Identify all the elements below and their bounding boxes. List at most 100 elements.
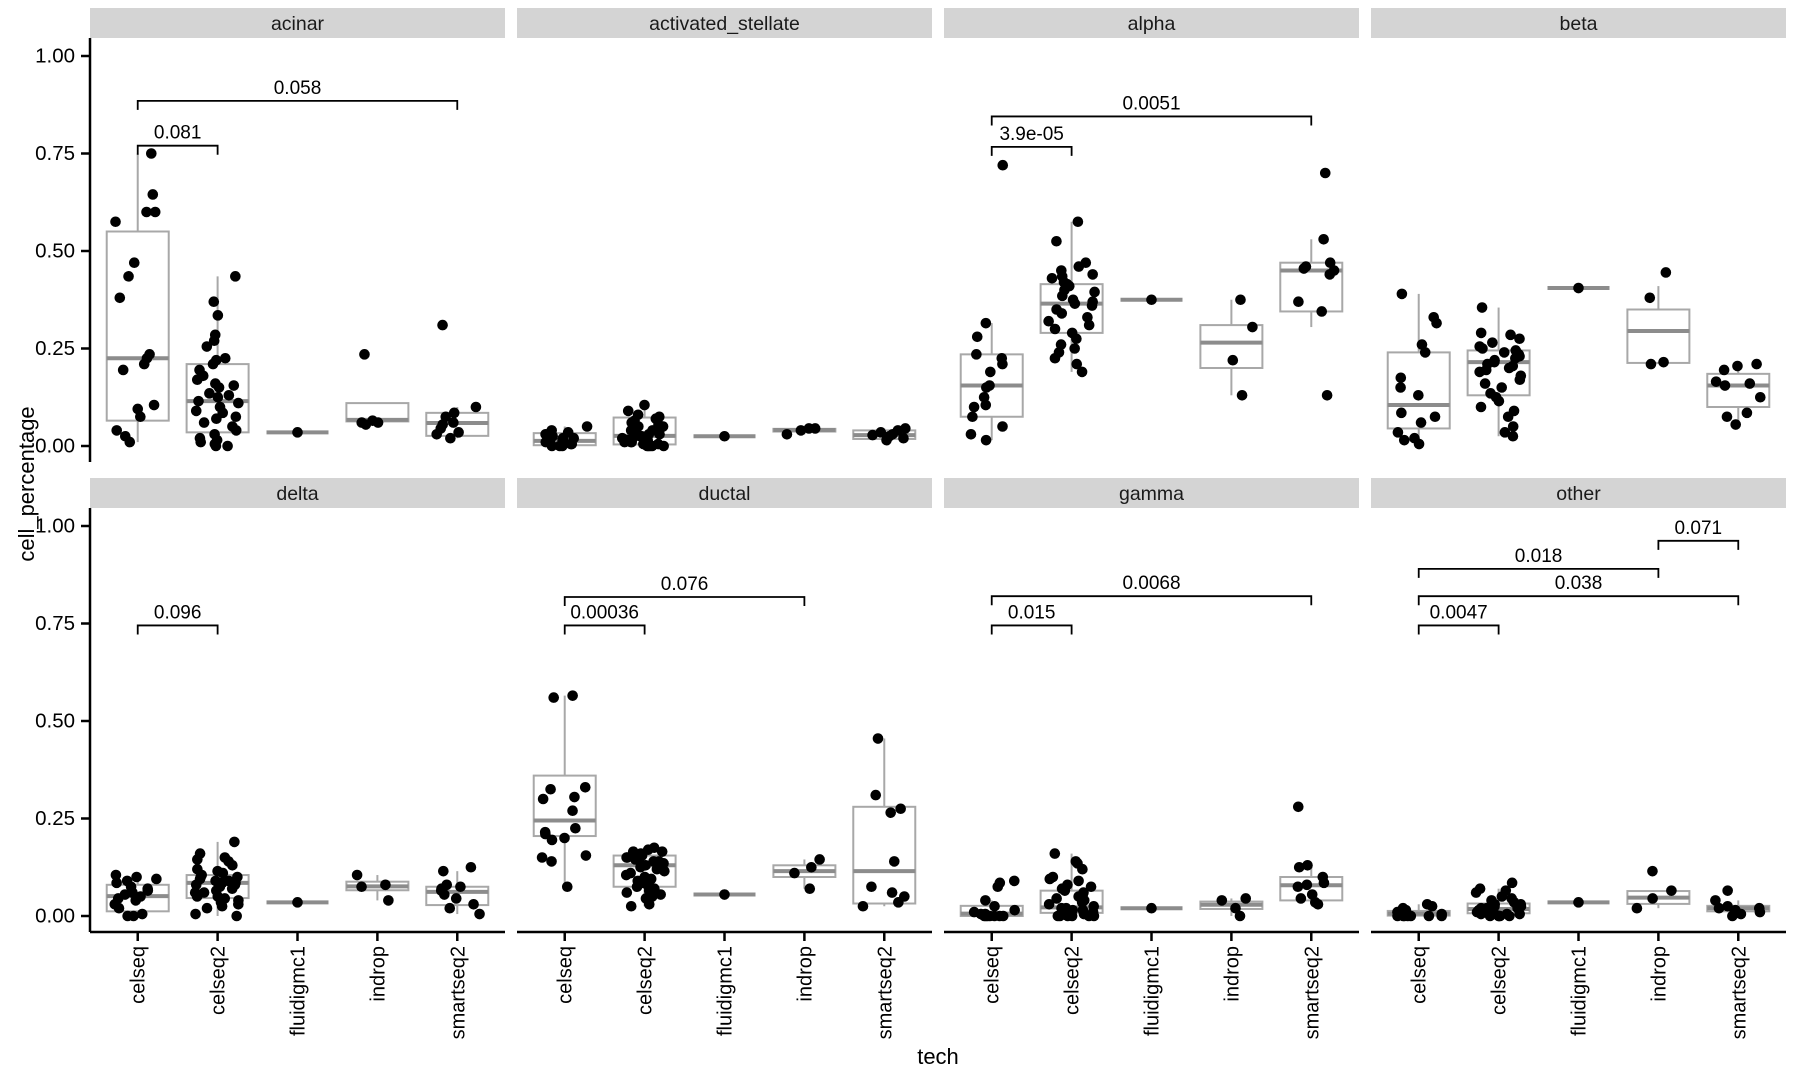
- jitter-point: [1479, 378, 1491, 389]
- jitter-point: [1054, 910, 1066, 922]
- jitter-point: [1732, 360, 1743, 372]
- jitter-point: [1293, 296, 1304, 308]
- pvalue-label: 0.0068: [1122, 573, 1180, 594]
- boxplot-indrop: [345, 869, 410, 906]
- jitter-point: [997, 421, 1008, 432]
- jitter-point: [201, 341, 213, 352]
- jitter-point: [1234, 910, 1246, 922]
- x-tick-label: celseq2: [208, 946, 230, 1015]
- jitter-point: [1087, 269, 1098, 280]
- jitter-point: [1395, 382, 1406, 393]
- jitter-point: [229, 836, 240, 848]
- jitter-point: [1043, 315, 1054, 327]
- boxplot-celseq: [959, 159, 1024, 446]
- pvalue-label: 0.015: [1008, 602, 1056, 623]
- jitter-point: [191, 374, 203, 386]
- pvalue-label: 0.081: [154, 123, 202, 144]
- bracket-line: [990, 595, 1313, 606]
- jitter-point: [141, 206, 152, 218]
- jitter-point: [545, 783, 556, 795]
- jitter-point: [989, 900, 1000, 912]
- jitter-point: [989, 910, 1000, 922]
- boxplot-celseq: [105, 148, 170, 448]
- jitter-point: [1493, 395, 1505, 407]
- jitter-point: [445, 432, 456, 444]
- jitter-point: [1057, 290, 1068, 302]
- x-axis-col4: celseq celseq2 fluidigmc1 indrop smartseq2: [1371, 930, 1786, 1039]
- jitter-point: [1754, 391, 1766, 403]
- jitter-point: [554, 440, 566, 452]
- boxplot-celseq: [1386, 288, 1451, 450]
- jitter-point: [814, 854, 825, 865]
- significance-bracket: 0.015: [990, 602, 1073, 635]
- jitter-point: [1072, 216, 1084, 228]
- boxplot-fluidigmc1: [266, 897, 329, 908]
- jitter-point: [1247, 321, 1258, 333]
- boxplot-celseq2: [185, 271, 250, 452]
- jitter-point: [233, 397, 244, 409]
- pvalue-label: 0.018: [1515, 546, 1563, 567]
- facet-beta: beta: [1371, 8, 1786, 450]
- jitter-point: [448, 407, 460, 419]
- jitter-point: [450, 893, 462, 904]
- boxplot-fluidigmc1: [1120, 902, 1183, 914]
- jitter-point: [806, 861, 817, 873]
- significance-bracket: 0.058: [136, 78, 459, 110]
- jitter-point: [1413, 438, 1425, 450]
- jitter-point: [1722, 885, 1733, 896]
- jitter-point: [886, 887, 898, 898]
- facet-strip-label: ductal: [698, 483, 750, 505]
- jitter-point: [1395, 372, 1407, 384]
- jitter-point: [654, 429, 665, 440]
- jitter-point: [1321, 390, 1333, 401]
- significance-bracket: 0.081: [136, 123, 219, 155]
- x-tick-label: smartseq2: [1728, 946, 1750, 1039]
- x-tick-label: fluidigmc1: [1569, 946, 1591, 1036]
- jitter-point: [213, 382, 225, 393]
- boxplot-fluidigmc1: [1120, 294, 1183, 306]
- jitter-point: [981, 382, 992, 393]
- jitter-point: [1429, 411, 1441, 423]
- jitter-point: [625, 900, 637, 912]
- jitter-point: [1713, 902, 1725, 914]
- jitter-point: [455, 881, 466, 893]
- jitter-point: [1666, 885, 1677, 896]
- bracket-line: [136, 99, 459, 110]
- facet-strip-label: gamma: [1119, 483, 1184, 505]
- jitter-point: [1496, 382, 1508, 393]
- jitter-point: [212, 310, 224, 321]
- jitter-point: [971, 349, 982, 360]
- jitter-point: [1398, 434, 1410, 446]
- jitter-point: [230, 411, 242, 423]
- facet-strip-label: beta: [1560, 13, 1598, 35]
- jitter-point: [110, 216, 121, 228]
- jitter-point: [621, 852, 632, 863]
- x-tick-label: fluidigmc1: [715, 946, 737, 1036]
- pvalue-label: 0.038: [1555, 573, 1603, 594]
- pvalue-label: 0.096: [154, 602, 202, 623]
- boxplot-smartseq2: [425, 861, 490, 920]
- y-tick-label: 0.75: [35, 142, 75, 165]
- jitter-point: [1292, 881, 1304, 893]
- significance-bracket: 0.00036: [563, 602, 646, 635]
- jitter-point: [1049, 352, 1061, 364]
- jitter-point: [895, 803, 906, 815]
- jitter-point: [195, 436, 207, 448]
- jitter-point: [444, 902, 456, 914]
- jitter-point: [222, 440, 233, 452]
- bracket-line: [1417, 568, 1660, 578]
- pvalue-label: 3.9e-05: [999, 124, 1063, 145]
- jitter-point: [1413, 390, 1424, 401]
- boxplot-indrop: [1199, 294, 1264, 401]
- y-axis-row2: 1.00 0.75 0.50 0.25 0.00: [35, 508, 92, 932]
- jitter-point: [212, 391, 224, 403]
- jitter-point: [136, 908, 148, 920]
- jitter-point: [967, 411, 978, 423]
- y-tick-label: 0.00: [35, 435, 75, 458]
- x-tick-label: fluidigmc1: [1142, 946, 1164, 1036]
- significance-bracket: 0.096: [136, 602, 219, 635]
- jitter-point: [1046, 273, 1058, 284]
- jitter-point: [1423, 910, 1435, 922]
- jitter-point: [146, 148, 157, 159]
- jitter-point: [1216, 895, 1228, 906]
